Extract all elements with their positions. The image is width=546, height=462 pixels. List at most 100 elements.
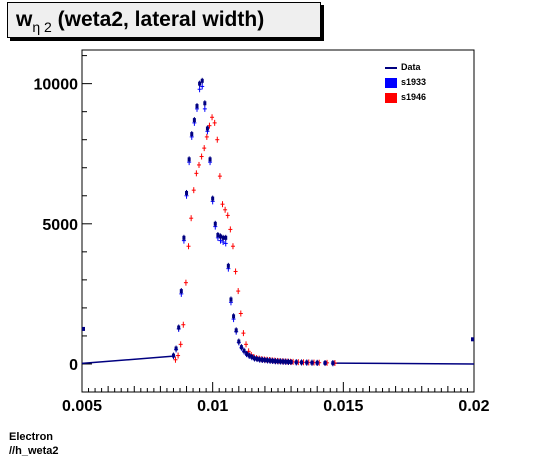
data-point: [315, 359, 319, 366]
data-point: [268, 357, 272, 364]
data-point: [216, 232, 220, 239]
data-point: [211, 195, 215, 202]
data-point: [226, 262, 230, 269]
s1946-point: [217, 173, 222, 180]
data-point: [258, 356, 262, 363]
s1946-point: [176, 352, 181, 359]
data-point: [266, 357, 270, 364]
s1946-point: [207, 122, 212, 129]
s1946-point: [241, 330, 246, 337]
s1946-point: [178, 341, 183, 348]
data-point: [187, 156, 191, 163]
legend-label-s1946: s1946: [401, 92, 427, 102]
legend-label-data: Data: [401, 62, 421, 72]
data-point: [174, 345, 178, 352]
data-point: [185, 189, 189, 196]
x-tick-label: 0.01: [197, 398, 228, 415]
s1946-point: [230, 243, 235, 250]
data-point: [310, 359, 314, 366]
axis-ticks: 0 5000 10000 0.005 0.01 0.015 0.02: [34, 55, 490, 415]
data-point: [271, 357, 275, 364]
data-point: [208, 156, 212, 163]
data-point: [323, 359, 327, 366]
title-subscript: η 2: [32, 19, 52, 35]
s1946-point: [199, 153, 204, 160]
data-point: [242, 347, 246, 354]
data-point: [198, 80, 202, 87]
data-point: [300, 359, 304, 366]
s1946-point: [228, 226, 233, 233]
s1946-point: [189, 215, 194, 222]
x-tick-label: 0.005: [62, 398, 102, 415]
s1946-point: [238, 310, 243, 317]
data-point: [252, 355, 256, 362]
data-point: [190, 131, 194, 138]
data-point: [229, 296, 233, 303]
data-point: [245, 350, 249, 357]
data-point: [250, 353, 254, 360]
s1946-point: [181, 321, 186, 328]
data-point: [284, 358, 288, 365]
s1946-point: [196, 161, 201, 168]
x-tick-label: 0.015: [323, 398, 363, 415]
x-tick-label: 0.02: [458, 398, 489, 415]
s1946-point: [244, 341, 249, 348]
data-point: [294, 359, 298, 366]
baseline-left-line: [81, 355, 174, 365]
data-point: [213, 220, 217, 227]
data-point: [232, 313, 236, 320]
s1946-point: [225, 212, 230, 219]
s1946-point: [202, 145, 207, 152]
s1946-point: [215, 136, 220, 143]
data-point: [224, 234, 228, 241]
s1946-point: [191, 187, 196, 194]
data-point: [179, 288, 183, 295]
data-point: [276, 358, 280, 365]
s1946-point: [186, 243, 191, 250]
y-tick-label: 5000: [42, 217, 78, 234]
data-point: [192, 117, 196, 124]
s1946-point: [210, 114, 215, 121]
data-point: [237, 338, 241, 345]
s1946-point: [220, 201, 225, 208]
legend-box-icon: [385, 78, 397, 88]
data-point: [255, 355, 259, 362]
legend: Data s1933 s1946: [381, 59, 467, 111]
data-point: [203, 100, 207, 107]
data-point: [177, 324, 181, 331]
legend-item-s1933: s1933: [381, 76, 467, 90]
data-point: [289, 359, 293, 366]
baseline-right-line: [332, 362, 475, 365]
s1946-point: [236, 288, 241, 295]
data-point: [273, 358, 277, 365]
data-point: [200, 77, 204, 84]
s1946-point: [212, 119, 217, 126]
data-point: [247, 352, 251, 359]
s1933-point: [202, 105, 207, 112]
s1946-point: [204, 133, 209, 140]
data-point: [195, 103, 199, 110]
data-point: [239, 344, 243, 351]
s1946-point: [246, 348, 251, 355]
legend-item-s1946: s1946: [381, 91, 467, 105]
data-point: [221, 234, 225, 241]
s1946-point: [173, 356, 178, 363]
data-point: [205, 125, 209, 132]
s1933-point: [223, 240, 228, 247]
chart-title: wη 2 (weta2, lateral width): [7, 2, 321, 38]
legend-box-icon: [385, 93, 397, 103]
s1946-point: [233, 268, 238, 275]
title-rest: (weta2, lateral width): [51, 8, 265, 31]
s1933-point: [200, 83, 205, 90]
y-tick-label: 0: [69, 357, 78, 374]
data-point: [219, 233, 223, 240]
title-main: w: [16, 8, 33, 31]
edge-point: [471, 337, 474, 342]
legend-label-s1933: s1933: [401, 77, 427, 87]
data-point: [286, 358, 290, 365]
data-point: [234, 327, 238, 334]
y-tick-label: 10000: [34, 77, 79, 94]
data-marks: [81, 77, 475, 367]
data-point: [263, 357, 267, 364]
